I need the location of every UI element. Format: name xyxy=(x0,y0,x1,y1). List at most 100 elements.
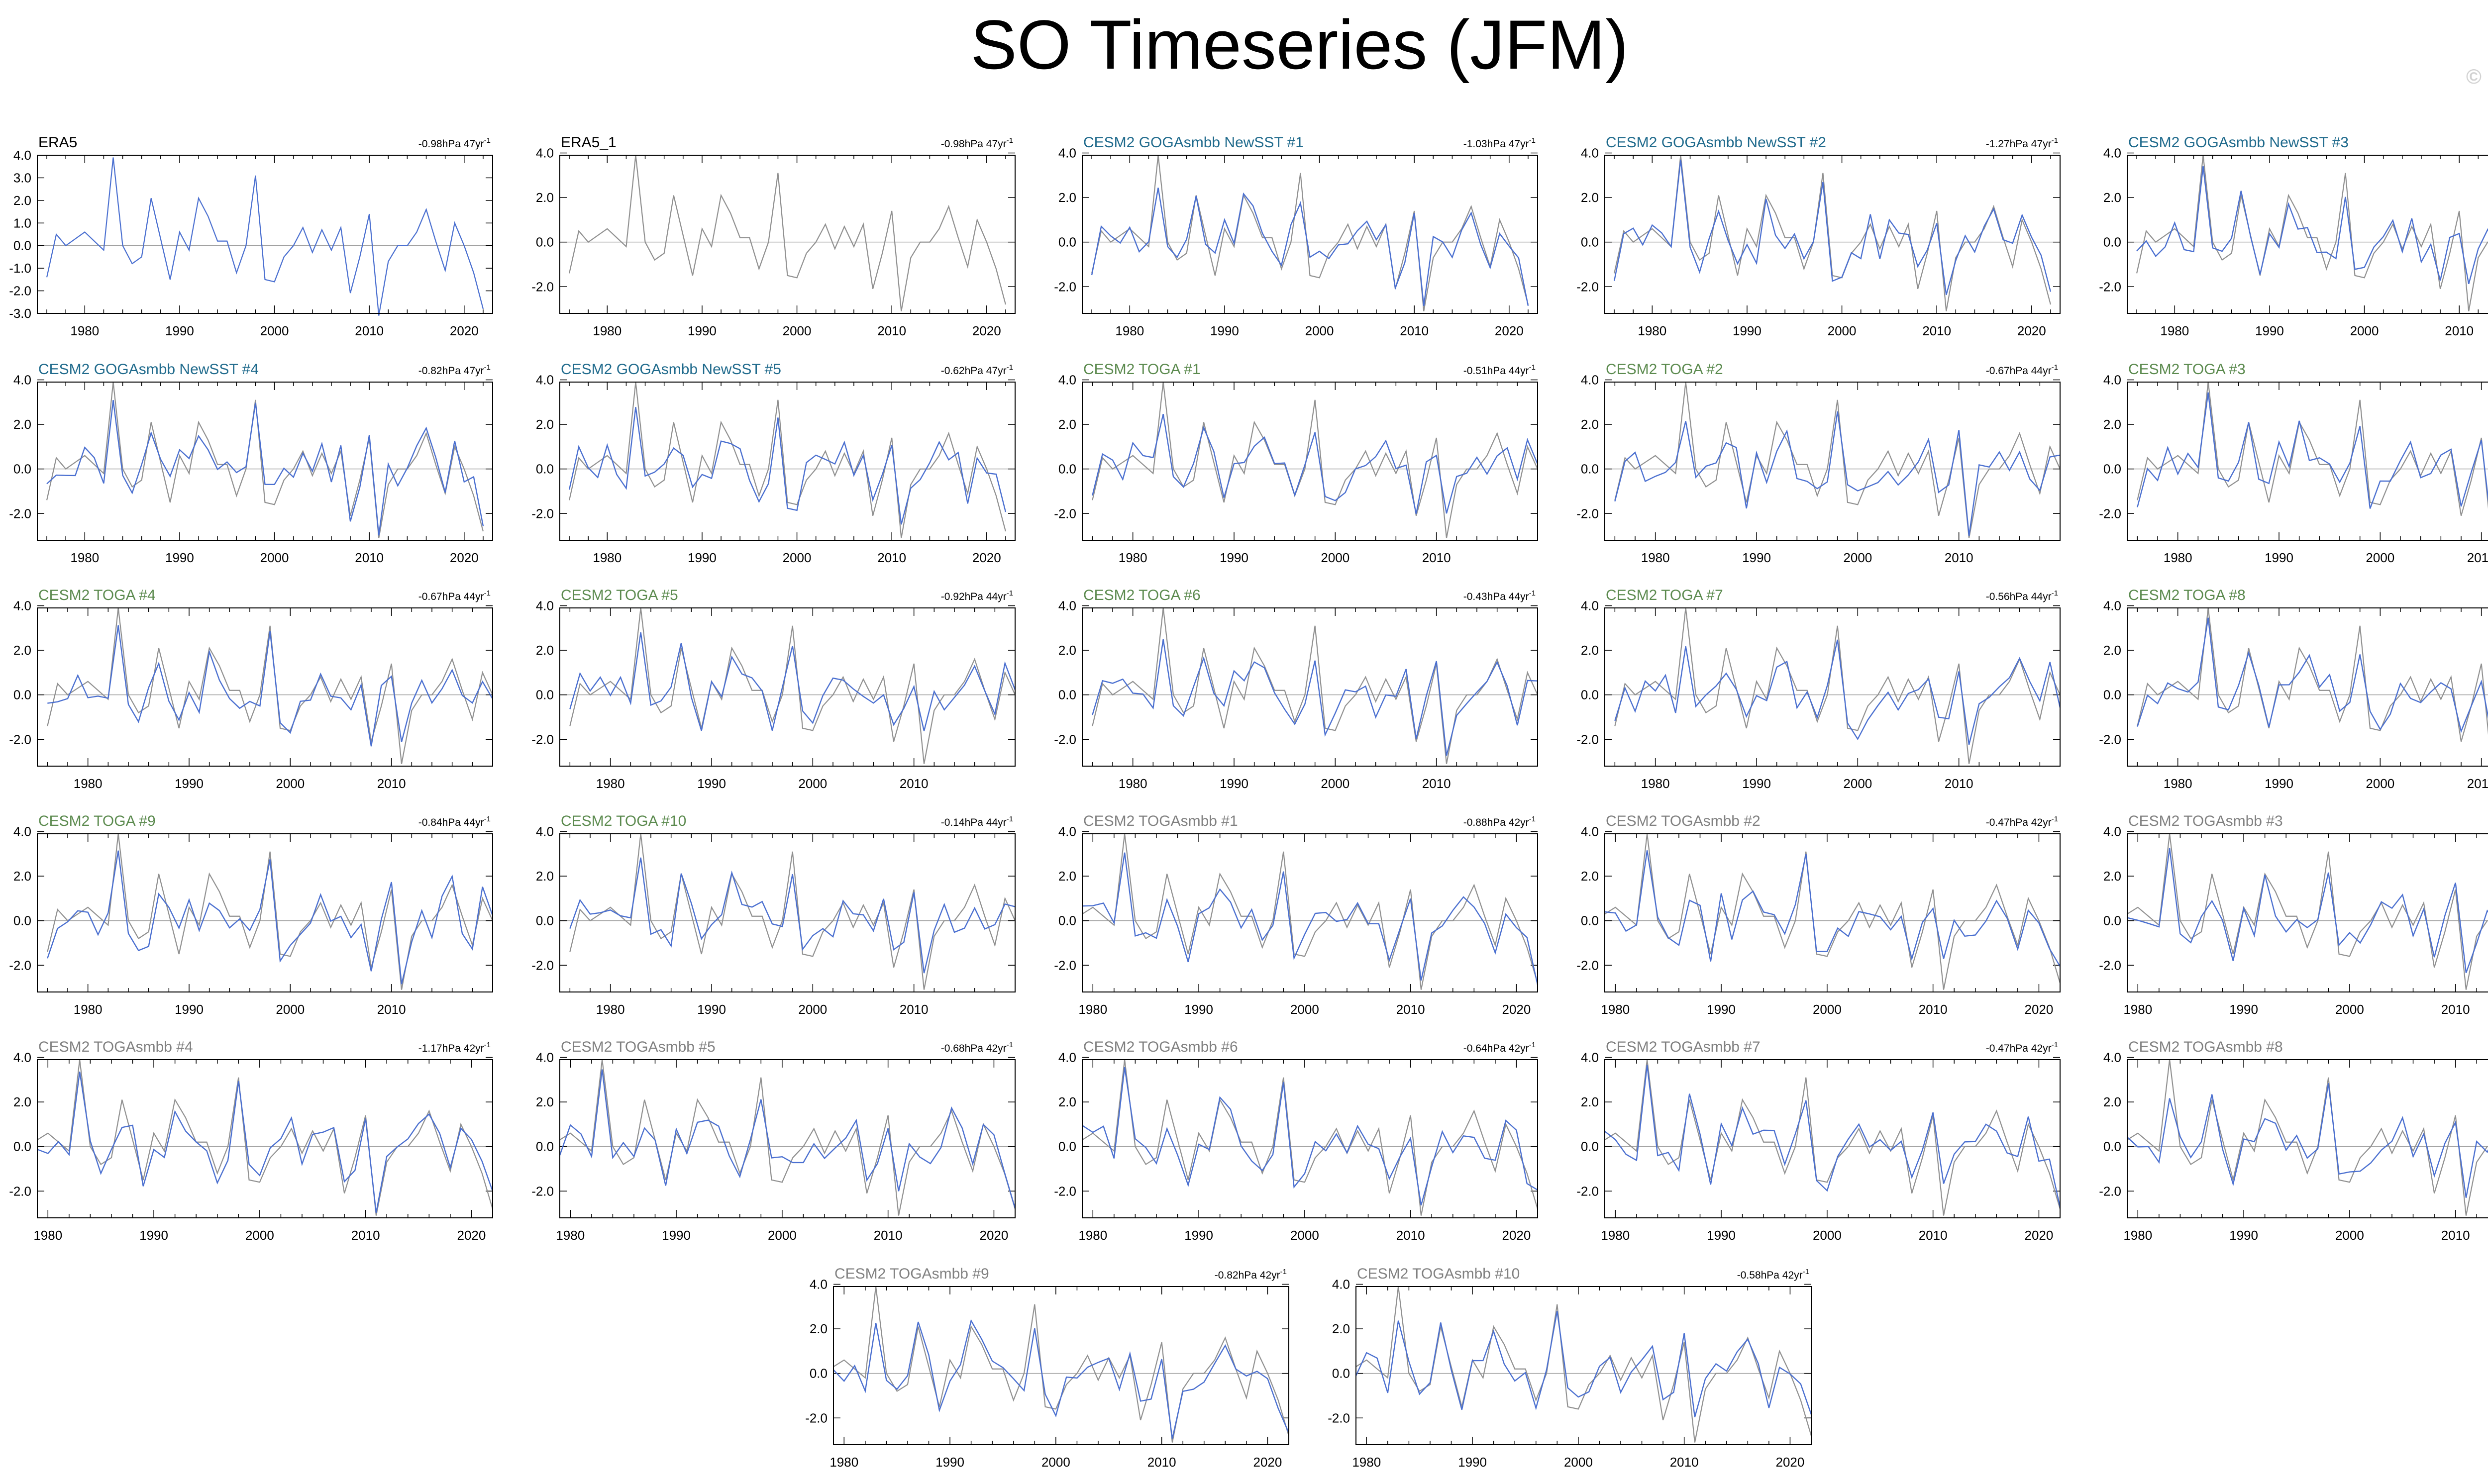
panel-stat: -0.92hPa 44yr-1 xyxy=(941,589,1013,602)
x-tick-label: 1990 xyxy=(165,323,194,338)
y-tick-label: 0.0 xyxy=(2103,913,2121,928)
observed-series-line xyxy=(1091,155,1529,311)
panel-frame xyxy=(37,1059,493,1218)
x-tick-label: 1990 xyxy=(662,1228,691,1243)
y-tick-label: 4.0 xyxy=(1581,598,1599,613)
x-tick-label: 2020 xyxy=(2025,1002,2054,1017)
x-tick-label: 1990 xyxy=(697,1002,726,1017)
x-tick-label: 2000 xyxy=(1813,1228,1842,1243)
y-tick-label: 1.0 xyxy=(13,215,31,230)
chart-panel: CESM2 TOGAsmbb #9 -0.82hPa 42yr-1 4.0 2.0 0.… xyxy=(805,1266,1290,1470)
ensemble-series-line xyxy=(1082,852,1539,985)
observed-series-line xyxy=(37,1059,494,1216)
panel-title: CESM2 TOGA #4 xyxy=(38,587,156,603)
x-tick-label: 2020 xyxy=(980,1228,1009,1243)
panel-stat-superscript: -1 xyxy=(484,815,491,823)
panel-title: ERA5 xyxy=(38,134,77,151)
observed-series-line xyxy=(1092,607,1539,764)
panel-stat: -0.47hPa 42yr-1 xyxy=(1986,1041,2058,1054)
panel-stat-superscript: -1 xyxy=(1007,589,1013,597)
x-tick-label: 2020 xyxy=(1502,1002,1531,1017)
ensemble-series-line xyxy=(1604,1065,2061,1207)
panel-stat-superscript: -1 xyxy=(1007,136,1013,145)
y-tick-label: 2.0 xyxy=(2103,1094,2121,1109)
y-tick-label: 0.0 xyxy=(1581,235,1599,250)
panel-title: CESM2 GOGAsmbb NewSST #4 xyxy=(38,361,259,378)
y-tick-label: 4.0 xyxy=(13,373,31,388)
y-tick-label: -2.0 xyxy=(531,732,554,747)
x-tick-label: 2010 xyxy=(900,1002,929,1017)
ensemble-series-line xyxy=(1082,1067,1538,1206)
y-tick-label: 4.0 xyxy=(1058,146,1076,161)
ensemble-series-line xyxy=(2137,392,2488,509)
y-tick-label: 2.0 xyxy=(536,417,554,432)
x-tick-label: 2010 xyxy=(1945,776,1973,791)
y-tick-label: -2.0 xyxy=(1576,506,1599,521)
ensemble-series-line xyxy=(1604,850,2061,967)
ensemble-series-line xyxy=(569,632,1016,731)
y-tick-label: -2.0 xyxy=(531,958,554,973)
chart-panel: CESM2 TOGA #6 -0.43hPa 44yr-1 4.0 2.0 0.0 -2.… xyxy=(1054,587,1539,791)
y-tick-label: 4.0 xyxy=(13,148,31,163)
x-tick-label: 1990 xyxy=(1742,550,1771,565)
panel-frame xyxy=(2127,382,2488,541)
y-tick-label: 0.0 xyxy=(13,1139,31,1154)
panel-frame xyxy=(559,833,1016,992)
y-tick-label: 0.0 xyxy=(536,235,554,250)
ensemble-series-line xyxy=(2127,1083,2488,1198)
panel-frame xyxy=(37,155,493,314)
chart-panel: CESM2 GOGAsmbb NewSST #3-1.03hPa 47yr-14… xyxy=(2099,134,2488,338)
y-tick-label: 0.0 xyxy=(810,1366,828,1381)
panel-frame xyxy=(559,1059,1016,1218)
x-tick-label: 2010 xyxy=(1400,323,1429,338)
y-tick-label: 0.0 xyxy=(13,688,31,702)
x-tick-label: 2000 xyxy=(2366,776,2394,791)
y-tick-label: 4.0 xyxy=(1058,373,1076,388)
panel-frame xyxy=(1082,833,1538,992)
y-tick-label: 4.0 xyxy=(2103,146,2121,161)
x-tick-label: 1990 xyxy=(1220,550,1248,565)
y-tick-label: 2.0 xyxy=(1058,869,1076,884)
x-tick-label: 2000 xyxy=(768,1228,797,1243)
x-tick-label: 2020 xyxy=(2017,323,2046,338)
x-tick-label: 2010 xyxy=(1919,1228,1948,1243)
y-tick-label: 4.0 xyxy=(1058,824,1076,839)
panel-stat: -0.67hPa 44yr-1 xyxy=(418,589,491,602)
chart-panel: CESM2 TOGAsmbb #7 -0.47hPa 42yr-1 4.0 2.0 0.… xyxy=(1576,1039,2061,1243)
chart-panel: CESM2 TOGAsmbb #10 -0.58hPa 42yr-1 4.0 2.0 0… xyxy=(1328,1266,1812,1470)
chart-panel: CESM2 GOGAsmbb NewSST #5 -0.62hPa 47yr-1 4… xyxy=(531,361,1016,565)
x-tick-label: 2000 xyxy=(276,776,305,791)
panel-title: CESM2 TOGA #7 xyxy=(1606,587,1723,603)
y-tick-label: 2.0 xyxy=(810,1321,828,1336)
x-tick-label: 2000 xyxy=(1321,550,1349,565)
panel-stat: -0.14hPa 44yr-1 xyxy=(941,815,1013,828)
x-tick-label: 1980 xyxy=(33,1228,62,1243)
x-tick-label: 2010 xyxy=(874,1228,903,1243)
panel-frame xyxy=(1604,382,2061,541)
panel-frame xyxy=(2127,833,2488,992)
ensemble-series-line xyxy=(46,399,484,536)
chart-panel: CESM2 TOGAsmbb #2 -0.47hPa 42yr-1 4.0 2.0 0.… xyxy=(1576,813,2061,1017)
panel-stat-superscript: -1 xyxy=(1007,815,1013,823)
y-tick-label: 4.0 xyxy=(1581,1050,1599,1065)
chart-panel: CESM2 TOGAsmbb #4 -1.17hPa 42yr-1 4.0 2.0 0.… xyxy=(9,1039,494,1243)
x-tick-label: 2010 xyxy=(355,323,384,338)
panel-stat: -0.51hPa 44yr-1 xyxy=(1463,363,1536,377)
panel-stat: -0.98hPa 47yr-1 xyxy=(941,136,1013,150)
y-tick-label: 2.0 xyxy=(2103,190,2121,205)
x-tick-label: 2000 xyxy=(1843,550,1872,565)
observed-series-line xyxy=(2127,833,2488,990)
y-tick-label: 0.0 xyxy=(536,913,554,928)
x-tick-label: 1990 xyxy=(2265,550,2293,565)
observed-series-line xyxy=(559,1059,1016,1216)
x-tick-label: 2010 xyxy=(1396,1002,1425,1017)
x-tick-label: 2010 xyxy=(1422,550,1451,565)
chart-panel: CESM2 TOGAsmbb #6 -0.64hPa 42yr-1 4.0 2.0 0.… xyxy=(1054,1039,1539,1243)
x-tick-label: 2010 xyxy=(1945,550,1973,565)
y-tick-label: 4.0 xyxy=(1581,824,1599,839)
y-tick-label: -2.0 xyxy=(9,506,31,521)
y-tick-label: -2.0 xyxy=(9,1184,31,1198)
x-tick-label: 2020 xyxy=(2025,1228,2054,1243)
y-tick-label: -2.0 xyxy=(531,1184,554,1198)
observed-series-line xyxy=(1604,833,2061,990)
